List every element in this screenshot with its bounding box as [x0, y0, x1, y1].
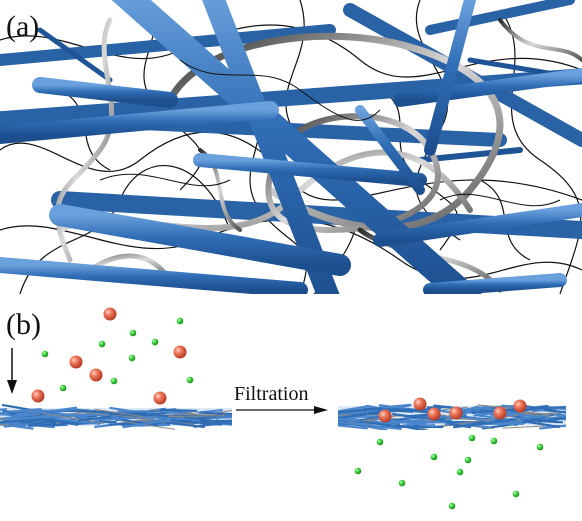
membrane-fiber: [6, 414, 62, 421]
membrane-fiber: [391, 407, 436, 415]
membrane-fiber: [15, 407, 77, 416]
thin-wires-front: [99, 59, 561, 207]
membrane-fiber: [40, 418, 69, 424]
membrane-fiber: [426, 405, 451, 409]
small-particle: [59, 384, 67, 392]
membrane-fiber: [70, 409, 119, 415]
membrane-fiber: [338, 417, 360, 422]
membrane-fiber: [175, 418, 203, 424]
membrane-fiber: [27, 423, 66, 427]
small-particle: [128, 354, 136, 362]
particles-before: [31, 307, 194, 405]
membrane-fiber: [75, 411, 140, 418]
large-particle: [31, 389, 45, 403]
small-particle: [376, 438, 384, 446]
membrane-fiber: [0, 419, 24, 424]
membrane-fiber: [514, 415, 543, 421]
small-particle: [129, 329, 137, 337]
large-particle: [427, 407, 441, 421]
membrane-fiber: [338, 405, 370, 413]
large-particle: [69, 355, 83, 369]
filter-membrane-before: [0, 403, 232, 430]
small-particle: [536, 443, 544, 451]
membrane-fiber: [542, 416, 566, 422]
small-particle: [176, 317, 184, 325]
membrane-fiber: [44, 413, 95, 417]
membrane-fiber: [521, 404, 566, 414]
membrane-fiber: [100, 415, 157, 421]
small-particle: [448, 502, 456, 510]
membrane-fiber: [122, 418, 172, 429]
membrane-fiber: [338, 421, 402, 430]
small-particle: [354, 467, 362, 475]
small-particle: [98, 340, 106, 348]
membrane-fiber: [338, 413, 368, 420]
down-arrow-icon: [7, 348, 17, 394]
fibers-front: [0, 0, 582, 294]
membrane-fiber: [338, 407, 383, 414]
membrane-fiber: [387, 418, 427, 424]
small-particle: [41, 350, 49, 358]
filter-membrane-after: [338, 403, 566, 430]
membrane-fiber: [77, 415, 111, 422]
small-particle: [186, 376, 194, 384]
membrane-fiber: [452, 418, 516, 429]
large-particle: [513, 399, 527, 413]
membrane-fiber: [159, 408, 198, 412]
small-particle: [512, 490, 520, 498]
large-particle: [153, 391, 167, 405]
small-particle: [398, 479, 406, 487]
large-particle: [103, 307, 117, 321]
large-particle: [449, 406, 463, 420]
membrane-fiber: [338, 424, 368, 430]
membrane-fiber: [338, 410, 369, 416]
large-particle: [89, 368, 103, 382]
membrane-fiber: [9, 408, 42, 413]
membrane-fiber: [123, 421, 176, 430]
membrane-fiber: [42, 412, 104, 424]
membrane-fiber: [52, 417, 100, 425]
small-particle: [456, 468, 464, 476]
membrane-fiber: [555, 413, 566, 418]
small-particle: [490, 437, 498, 445]
filtration-label: Filtration: [234, 383, 308, 405]
membrane-fiber: [459, 414, 519, 425]
membrane-fiber: [94, 408, 145, 418]
large-particle: [378, 409, 392, 423]
panel-b-label: (b): [6, 308, 41, 341]
small-particle: [151, 338, 159, 346]
large-particle: [173, 345, 187, 359]
small-particle: [110, 377, 118, 385]
membrane-fiber: [530, 406, 566, 410]
membrane-fiber: [159, 410, 188, 416]
membrane-fiber: [193, 419, 232, 428]
filtration-arrow: Filtration: [234, 383, 328, 414]
membrane-fiber: [167, 415, 225, 418]
membrane-fiber: [381, 404, 411, 410]
particles-after: [354, 397, 544, 510]
small-particle: [468, 434, 476, 442]
membrane-fiber: [0, 423, 16, 426]
large-particle: [493, 406, 507, 420]
membrane-fiber: [552, 416, 566, 419]
membrane-fiber: [522, 420, 561, 428]
membrane-fiber: [199, 411, 232, 416]
panel-a-network: [0, 0, 582, 294]
panel-a-label: (a): [6, 10, 39, 43]
large-particle: [413, 397, 427, 411]
small-particle: [430, 453, 438, 461]
membrane-fiber: [115, 417, 159, 425]
small-particle: [464, 456, 472, 464]
membrane-fiber: [0, 408, 8, 411]
membrane-fiber: [183, 415, 232, 426]
